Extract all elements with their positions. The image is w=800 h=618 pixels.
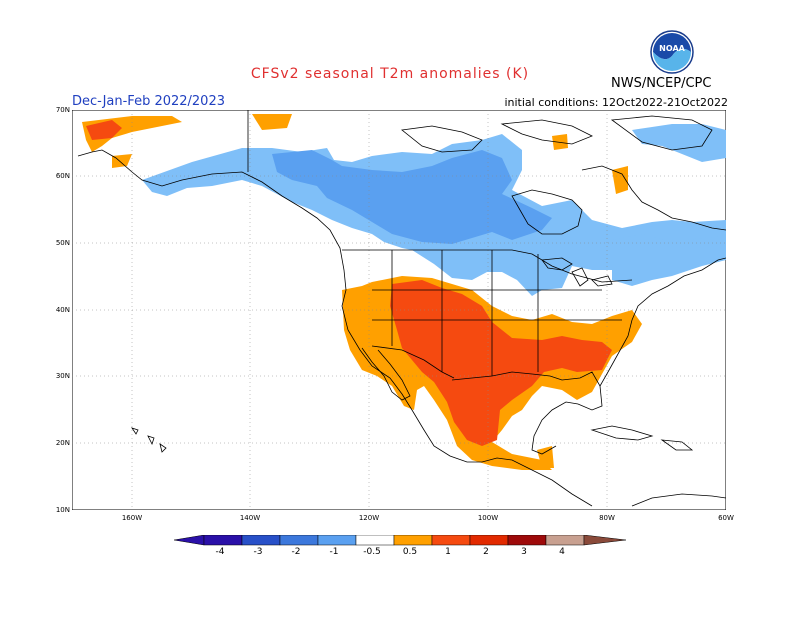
colorbar-label-neg4: -4: [215, 547, 225, 557]
lat-label-30n: 30N: [55, 372, 70, 380]
lon-label-80w: 80W: [599, 514, 615, 522]
colorbar-segment-neg05-pos05: [355, 535, 395, 546]
lon-label-160w: 160W: [121, 514, 143, 522]
agency-label: NWS/NCEP/CPC: [611, 76, 712, 91]
lat-label-10n: 10N: [55, 506, 70, 514]
colorbar-segment-pos3-pos4: [507, 535, 547, 546]
lon-label-140w: 140W: [239, 514, 261, 522]
colorbar-label-neg05: -0.5: [363, 547, 381, 557]
colorbar: [174, 535, 626, 546]
colorbar-label-pos1: 1: [445, 547, 451, 557]
colorbar-segment-neg3-neg2: [241, 535, 281, 546]
colorbar-label-pos4: 4: [559, 547, 565, 557]
lon-label-100w: 100W: [477, 514, 499, 522]
initial-conditions-label: initial conditions: 12Oct2022-21Oct2022: [504, 96, 728, 109]
lon-label-60w: 60W: [718, 514, 734, 522]
map-title: CFSv2 seasonal T2m anomalies (K): [250, 66, 530, 82]
colorbar-segment-pos1-pos2: [431, 535, 471, 546]
lat-label-60n: 60N: [55, 172, 70, 180]
colorbar-segment-above-pos4: [545, 535, 585, 546]
lon-label-120w: 120W: [358, 514, 380, 522]
colorbar-label-neg1: -1: [329, 547, 339, 557]
grid-lines: [72, 110, 726, 510]
cold-anomaly-regions: [142, 124, 726, 296]
lat-label-20n: 20N: [55, 439, 70, 447]
colorbar-label-neg2: -2: [291, 547, 301, 557]
colorbar-segment-neg2-neg1: [279, 535, 319, 546]
colorbar-segment-top: [583, 535, 626, 546]
colorbar-label-neg3: -3: [253, 547, 263, 557]
colorbar-segment-below-neg4: [174, 535, 205, 546]
colorbar-label-pos05: 0.5: [402, 547, 418, 557]
anomaly-map: [72, 110, 726, 510]
noaa-logo: NOAA: [650, 30, 694, 74]
colorbar-segment-neg1-neg05: [317, 535, 357, 546]
svg-text:NOAA: NOAA: [659, 44, 685, 53]
colorbar-segment-pos2-pos3: [469, 535, 509, 546]
colorbar-label-pos2: 2: [483, 547, 489, 557]
coastlines: [77, 110, 726, 507]
season-label: Dec-Jan-Feb 2022/2023: [72, 94, 225, 109]
lat-label-50n: 50N: [55, 239, 70, 247]
colorbar-segment-neg4-neg3: [203, 535, 243, 546]
lat-label-70n: 70N: [55, 106, 70, 114]
colorbar-segment-pos05-pos1: [393, 535, 433, 546]
lat-label-40n: 40N: [55, 306, 70, 314]
colorbar-label-pos3: 3: [521, 547, 527, 557]
